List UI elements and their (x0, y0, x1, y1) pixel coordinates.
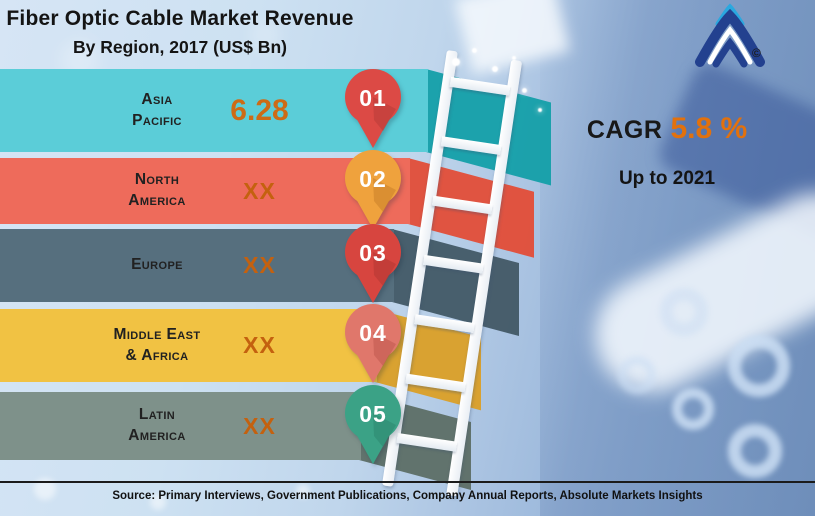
fiber-sparkle-icon (538, 108, 542, 112)
bar-row-north-america: North America XX (0, 158, 410, 224)
cable-ring-icon (618, 356, 656, 394)
ladder-rung (414, 314, 475, 334)
fiber-sparkle-icon (522, 88, 527, 93)
bar-row-middle-east-africa: Middle East & Africa XX (0, 309, 377, 382)
rank-pin-icon-01: 01 (345, 69, 401, 148)
rank-number: 02 (359, 166, 387, 192)
bar-value: 6.28 (230, 93, 289, 127)
brand-logo-icon (695, 3, 765, 68)
cable-ring-icon (728, 335, 790, 397)
bar-value: XX (243, 177, 276, 204)
rank-pin-icon-05: 05 (345, 385, 401, 464)
fiber-sparkle-icon (492, 66, 498, 72)
rank-pin-icon-03: 03 (345, 224, 401, 303)
bar-label: Middle East & Africa (113, 325, 201, 364)
ladder-rung (405, 373, 467, 393)
fiber-sparkle-icon (472, 48, 477, 53)
bar-label: Asia Pacific (132, 90, 182, 129)
bar-value: XX (243, 252, 276, 278)
background-photo (540, 0, 815, 516)
cagr-period: Up to 2021 (618, 168, 716, 189)
fiber-sparkle-icon (452, 58, 460, 66)
cable-ring-icon (728, 424, 782, 478)
fiber-sparkle-icon (512, 56, 516, 60)
bar-label: Latin America (128, 406, 186, 444)
footer-divider (0, 481, 815, 483)
bar-label: North America (128, 171, 186, 209)
bar-value: XX (243, 332, 276, 358)
bar-value: XX (243, 412, 276, 439)
cagr-value: 5.8 % (670, 112, 748, 145)
rank-number: 05 (359, 401, 387, 427)
bar-row-europe: Europe XX (0, 229, 394, 302)
copyright-mark: © (752, 46, 761, 60)
ladder-rung (431, 195, 493, 215)
cable-ring-icon (672, 388, 714, 430)
rank-number: 03 (359, 240, 387, 266)
ladder-rung (440, 136, 502, 155)
bar-label: Europe (131, 256, 183, 274)
source-text: Source: Primary Interviews, Government P… (112, 490, 703, 502)
cagr-label: CAGR (586, 116, 663, 144)
ladder-rung (422, 254, 484, 274)
cagr-block: CAGR 5.8 % (557, 112, 777, 146)
rank-pin-icon-04: 04 (345, 304, 401, 383)
rank-number: 01 (359, 85, 387, 111)
rank-number: 04 (359, 320, 387, 346)
cable-ring-icon (660, 288, 708, 336)
background-glove-shape (575, 173, 815, 412)
ladder-rung (396, 432, 458, 452)
page-subtitle: By Region, 2017 (US$ Bn) (73, 37, 287, 57)
bar-row-latin-america: Latin America XX (0, 392, 361, 460)
rank-pin-icon-02: 02 (345, 150, 401, 229)
page-title: Fiber Optic Cable Market Revenue (6, 7, 354, 30)
ladder-rung (449, 76, 511, 96)
